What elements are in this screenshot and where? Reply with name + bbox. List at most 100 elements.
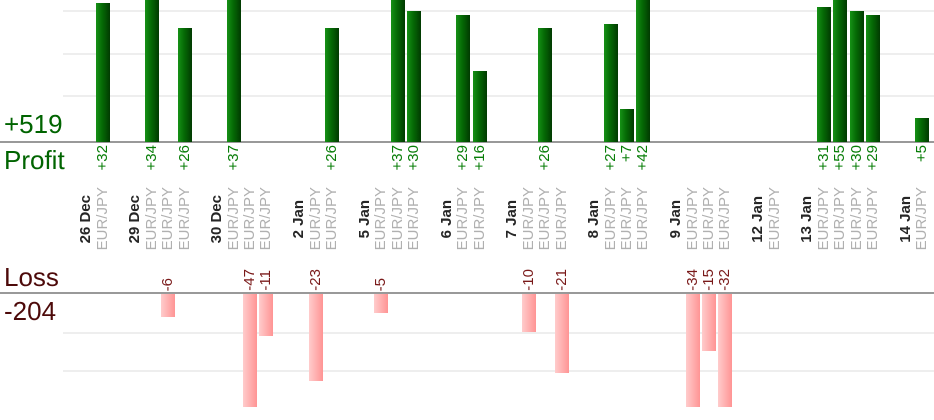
group-gap: [111, 294, 127, 407]
trade-column: [176, 258, 192, 291]
trade-column: EUR/JPY: [142, 187, 160, 251]
trade-column: EUR/JPY: [831, 187, 848, 250]
group-gap: [275, 258, 291, 291]
spacer: [439, 145, 455, 189]
instrument-label: EUR/JPY: [618, 187, 636, 251]
instrument-label: EUR/JPY: [716, 187, 734, 251]
spacer: [439, 258, 455, 291]
profit-bar[interactable]: [865, 15, 880, 142]
trade-column: [684, 294, 700, 407]
profit-bar[interactable]: [636, 0, 651, 142]
trade-column: -32: [716, 258, 733, 291]
profit-bar[interactable]: [456, 15, 471, 142]
profit-bar[interactable]: [95, 3, 110, 142]
group-gap: [783, 145, 799, 189]
trade-column: EUR/JPY: [913, 187, 930, 250]
group-gap: [340, 294, 356, 407]
trade-column: EUR/JPY: [388, 187, 406, 251]
loss-bar[interactable]: [685, 294, 700, 407]
profit-bar[interactable]: [144, 0, 159, 142]
profit-bar[interactable]: [603, 24, 618, 142]
instrument-label: EUR/JPY: [93, 187, 111, 251]
spacer: [668, 145, 684, 189]
trade-column: [619, 258, 635, 291]
loss-value-label: -15: [700, 269, 718, 291]
spacer: [898, 294, 914, 407]
trade-column: [389, 0, 405, 142]
spacer: [291, 294, 307, 407]
trade-column: [521, 145, 537, 189]
profit-bar[interactable]: [226, 0, 241, 142]
loss-bar[interactable]: [374, 294, 389, 313]
profit-bar[interactable]: [816, 7, 831, 142]
instrument-label: EUR/JPY: [552, 187, 570, 251]
profit-bar[interactable]: [407, 11, 421, 142]
group-gap: [881, 294, 897, 407]
loss-bar[interactable]: [161, 294, 176, 317]
loss-bar[interactable]: [308, 294, 323, 381]
group-gap: [488, 294, 504, 407]
profit-bar[interactable]: [390, 0, 405, 142]
profit-bar[interactable]: [472, 71, 487, 142]
date-column: 9 Jan: [667, 188, 685, 250]
spacer: [799, 145, 815, 189]
group-gap: [783, 0, 799, 142]
instrument-label: EUR/JPY: [388, 187, 406, 251]
group-gap: [652, 145, 668, 189]
loss-bar[interactable]: [702, 294, 717, 351]
trade-column: [324, 258, 340, 291]
profit-total: +519: [4, 109, 63, 139]
instrument-label: EUR/JPY: [142, 187, 160, 251]
trade-column: [553, 0, 569, 142]
loss-bar[interactable]: [243, 294, 258, 407]
loss-bar[interactable]: [521, 294, 536, 332]
profit-bar[interactable]: [538, 28, 553, 142]
date-axis-row: 26 Dec EUR/JPY 29 Dec EUR/JPY EUR/JPY EUR/JPY…: [77, 187, 934, 251]
trade-column: [914, 0, 930, 142]
profit-bar[interactable]: [849, 11, 864, 142]
loss-value-label: -11: [257, 270, 275, 291]
trade-column: [635, 294, 651, 407]
trade-column: [848, 294, 864, 407]
trade-column: [144, 258, 160, 291]
spacer: [439, 294, 455, 407]
date-label: 13 Jan: [798, 195, 816, 243]
group-gap: [193, 258, 209, 291]
trade-column: [603, 294, 619, 407]
instrument-label: EUR/JPY: [765, 187, 783, 251]
trade-column: EUR/JPY: [405, 187, 422, 250]
profit-bar[interactable]: [915, 118, 930, 142]
group-gap: [340, 188, 356, 250]
trade-column: -15: [700, 258, 718, 291]
spacer: [127, 258, 143, 291]
loss-bar[interactable]: [554, 294, 569, 373]
loss-bar[interactable]: [718, 294, 733, 407]
trade-column: +5: [913, 145, 930, 189]
trade-column: [553, 294, 569, 407]
profit-bar[interactable]: [177, 28, 192, 142]
spacer: [357, 145, 373, 189]
loss-values-row: -6 -47 -11 -23 -5 -10 -21 -34 -15 -32: [78, 258, 934, 291]
trade-column: [537, 294, 553, 407]
trade-column: [717, 294, 733, 407]
trade-column: +31: [815, 145, 832, 189]
trade-column: [226, 294, 242, 407]
trade-column: [307, 145, 323, 189]
profit-axis-line: [0, 141, 934, 143]
trade-column: EUR/JPY: [372, 187, 389, 250]
spacer: [504, 294, 520, 407]
loss-value-label: -6: [159, 277, 177, 291]
profit-bar[interactable]: [833, 0, 848, 142]
date-label: 9 Jan: [667, 199, 685, 239]
date-column: 30 Dec: [208, 188, 225, 250]
trade-column: +26: [176, 145, 193, 189]
trade-column: EUR/JPY: [520, 187, 537, 250]
group-gap: [488, 145, 504, 189]
profit-bar[interactable]: [325, 28, 340, 142]
loss-bar[interactable]: [259, 294, 274, 336]
trade-column: EUR/JPY: [536, 187, 553, 250]
spacer: [127, 294, 143, 407]
profit-bar[interactable]: [620, 109, 635, 142]
instrument-label: EUR/JPY: [683, 187, 701, 251]
